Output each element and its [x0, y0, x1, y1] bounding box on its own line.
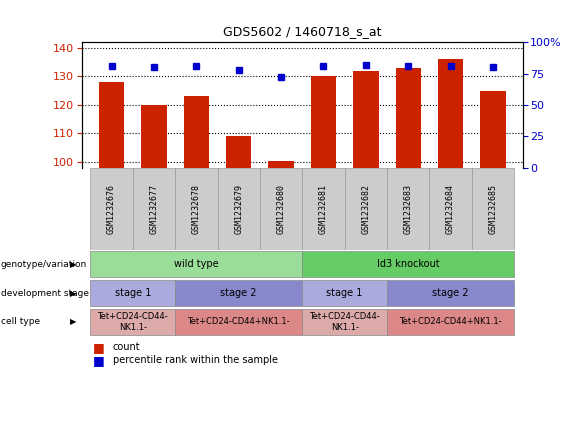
Text: stage 2: stage 2 [220, 288, 257, 298]
Bar [429, 168, 472, 250]
Text: Tet+CD24-CD44-
NK1.1-: Tet+CD24-CD44- NK1.1- [309, 312, 380, 332]
Text: GSM1232677: GSM1232677 [150, 184, 158, 234]
Text: ▶: ▶ [69, 288, 76, 298]
Bar [90, 280, 175, 306]
Bar [438, 59, 463, 168]
Text: GSM1232678: GSM1232678 [192, 184, 201, 234]
Bar [133, 168, 175, 250]
Text: count: count [113, 342, 141, 352]
Bar [311, 77, 336, 168]
Text: GSM1232680: GSM1232680 [277, 184, 285, 234]
Bar [90, 168, 133, 250]
Bar [218, 168, 260, 250]
Text: GSM1232682: GSM1232682 [362, 184, 370, 234]
Bar [90, 251, 302, 277]
Bar [472, 168, 514, 250]
Text: stage 1: stage 1 [327, 288, 363, 298]
Text: GSM1232679: GSM1232679 [234, 184, 243, 234]
Bar [226, 136, 251, 168]
Bar [480, 91, 506, 168]
Text: ■: ■ [93, 354, 105, 367]
Text: GSM1232681: GSM1232681 [319, 184, 328, 234]
Text: genotype/variation: genotype/variation [1, 260, 87, 269]
Bar [345, 168, 387, 250]
Bar [175, 309, 302, 335]
Text: ▶: ▶ [69, 260, 76, 269]
Text: cell type: cell type [1, 317, 40, 327]
Bar [396, 68, 421, 168]
Text: stage 2: stage 2 [432, 288, 469, 298]
Bar [302, 168, 345, 250]
Text: Tet+CD24-CD44+NK1.1-: Tet+CD24-CD44+NK1.1- [188, 317, 290, 327]
Text: GSM1232683: GSM1232683 [404, 184, 412, 234]
Bar [175, 280, 302, 306]
Bar [387, 168, 429, 250]
Bar [175, 168, 218, 250]
Title: GDS5602 / 1460718_s_at: GDS5602 / 1460718_s_at [223, 25, 381, 38]
Text: percentile rank within the sample: percentile rank within the sample [113, 355, 278, 365]
Text: GSM1232684: GSM1232684 [446, 184, 455, 234]
Text: Id3 knockout: Id3 knockout [377, 259, 440, 269]
Text: ■: ■ [93, 341, 105, 354]
Bar [260, 168, 302, 250]
Text: GSM1232685: GSM1232685 [489, 184, 497, 234]
Bar [387, 280, 514, 306]
Text: wild type: wild type [174, 259, 219, 269]
Bar [90, 309, 175, 335]
Text: Tet+CD24-CD44+NK1.1-: Tet+CD24-CD44+NK1.1- [399, 317, 502, 327]
Bar [387, 309, 514, 335]
Text: development stage: development stage [1, 288, 89, 298]
Bar [302, 280, 387, 306]
Text: stage 1: stage 1 [115, 288, 151, 298]
Bar [268, 161, 294, 168]
Bar [353, 71, 379, 168]
Bar [141, 105, 167, 168]
Bar [184, 96, 209, 168]
Bar [302, 251, 514, 277]
Text: ▶: ▶ [69, 317, 76, 327]
Text: Tet+CD24-CD44-
NK1.1-: Tet+CD24-CD44- NK1.1- [97, 312, 168, 332]
Bar [99, 82, 124, 168]
Bar [302, 309, 387, 335]
Text: GSM1232676: GSM1232676 [107, 184, 116, 234]
